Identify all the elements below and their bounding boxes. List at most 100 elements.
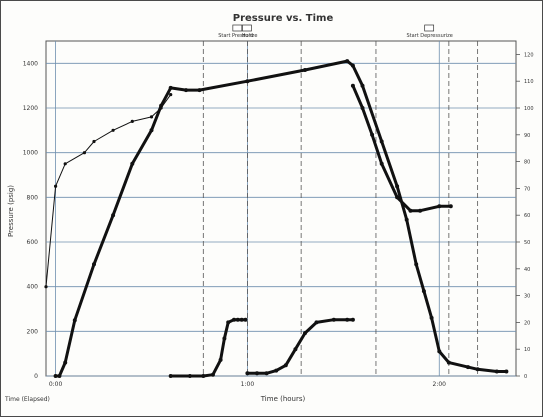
data-point bbox=[239, 317, 244, 322]
axis-ticks: 0 200 400 600 800 1000 1200 1400 0 10 20 30 40 50 60 70… bbox=[23, 52, 534, 388]
y-tick-label-left: 600 bbox=[27, 239, 39, 246]
series-layer bbox=[44, 59, 509, 378]
data-point bbox=[314, 320, 319, 325]
data-point bbox=[331, 317, 336, 322]
data-point bbox=[159, 106, 163, 110]
y-tick-label-right: 90 bbox=[524, 133, 530, 139]
data-point bbox=[293, 347, 298, 352]
data-point bbox=[395, 184, 400, 189]
annotation-marker bbox=[424, 24, 435, 32]
data-point bbox=[210, 372, 215, 377]
data-point bbox=[149, 115, 154, 119]
data-point bbox=[226, 320, 231, 325]
data-point bbox=[168, 374, 173, 378]
data-point bbox=[92, 139, 96, 144]
data-point bbox=[232, 317, 236, 322]
data-point bbox=[197, 88, 202, 93]
y-tick-label-right: 50 bbox=[524, 240, 530, 246]
data-point bbox=[245, 79, 250, 84]
data-point bbox=[408, 208, 413, 213]
y-tick-label-left: 1400 bbox=[23, 60, 38, 67]
data-point bbox=[360, 83, 365, 88]
annotation-label: Hold bbox=[242, 33, 253, 39]
y-tick-label-right: 20 bbox=[524, 320, 530, 326]
event-lines bbox=[202, 41, 479, 376]
data-point bbox=[283, 363, 288, 368]
data-point bbox=[235, 317, 240, 322]
y-tick-label-right: 80 bbox=[524, 160, 530, 166]
data-point bbox=[222, 336, 227, 341]
data-point bbox=[169, 93, 173, 97]
data-point bbox=[404, 217, 409, 222]
data-point bbox=[429, 315, 434, 320]
data-point bbox=[345, 317, 350, 322]
annotation-marker bbox=[232, 24, 243, 32]
data-point bbox=[149, 128, 154, 133]
data-point bbox=[57, 374, 62, 378]
y-tick-label-right: 0 bbox=[524, 374, 527, 380]
series-line bbox=[247, 318, 353, 375]
data-point bbox=[303, 68, 307, 72]
y-tick-label-right: 110 bbox=[524, 79, 534, 85]
data-point bbox=[130, 119, 134, 123]
y-tick-label-left: 200 bbox=[27, 328, 39, 335]
data-point bbox=[350, 317, 355, 322]
data-point bbox=[72, 318, 77, 323]
data-point bbox=[54, 184, 58, 188]
data-point bbox=[201, 374, 206, 378]
y-tick-label-right: 60 bbox=[524, 213, 530, 219]
x-tick-label: 0:00 bbox=[49, 381, 63, 388]
data-point bbox=[168, 85, 173, 90]
annotation-label: Start Depressurize bbox=[406, 33, 452, 39]
y-tick-label-left: 0 bbox=[34, 373, 38, 380]
data-point bbox=[379, 161, 384, 166]
data-point bbox=[494, 369, 499, 374]
data-point bbox=[345, 59, 350, 64]
data-point bbox=[92, 262, 96, 267]
data-point bbox=[130, 161, 135, 166]
data-point bbox=[370, 132, 375, 137]
data-point bbox=[187, 374, 192, 378]
x-axis-label: Time (hours) bbox=[260, 395, 306, 403]
x-tick-label: 1:00 bbox=[241, 381, 255, 388]
data-point bbox=[360, 106, 365, 110]
y-tick-label-right: 100 bbox=[524, 106, 534, 112]
data-point bbox=[504, 369, 509, 374]
data-point bbox=[245, 371, 250, 376]
y-tick-label-left: 800 bbox=[27, 194, 39, 201]
y-tick-label-left: 1200 bbox=[23, 105, 38, 112]
data-point bbox=[44, 285, 48, 289]
data-point bbox=[446, 360, 451, 365]
data-point bbox=[437, 204, 442, 209]
data-point bbox=[475, 367, 480, 372]
y-tick-label-right: 40 bbox=[524, 267, 530, 273]
data-point bbox=[350, 83, 355, 88]
data-point bbox=[437, 349, 442, 354]
data-point bbox=[63, 162, 67, 166]
annotation-marker bbox=[242, 24, 252, 32]
data-point bbox=[395, 195, 400, 200]
y-axis-label: Pressure (psig) bbox=[7, 185, 15, 237]
data-point bbox=[82, 151, 86, 155]
data-point bbox=[243, 317, 248, 322]
data-point bbox=[421, 289, 426, 294]
y-tick-label-left: 1000 bbox=[23, 150, 38, 157]
data-point bbox=[448, 204, 453, 209]
x-tick-label: 2:00 bbox=[433, 381, 447, 388]
data-point bbox=[466, 365, 470, 370]
data-point bbox=[53, 374, 58, 378]
series-line bbox=[45, 94, 172, 287]
corner-label: Time (Elapsed) bbox=[4, 396, 50, 403]
data-point bbox=[264, 371, 269, 376]
y-tick-label-right: 70 bbox=[524, 186, 530, 192]
chart-title: Pressure vs. Time bbox=[233, 13, 334, 24]
data-point bbox=[350, 63, 355, 68]
data-point bbox=[255, 371, 259, 376]
y-tick-label-left: 400 bbox=[27, 284, 39, 291]
data-point bbox=[218, 357, 223, 362]
y-tick-label-right: 120 bbox=[524, 52, 534, 58]
data-point bbox=[414, 262, 419, 267]
data-point bbox=[111, 213, 116, 218]
